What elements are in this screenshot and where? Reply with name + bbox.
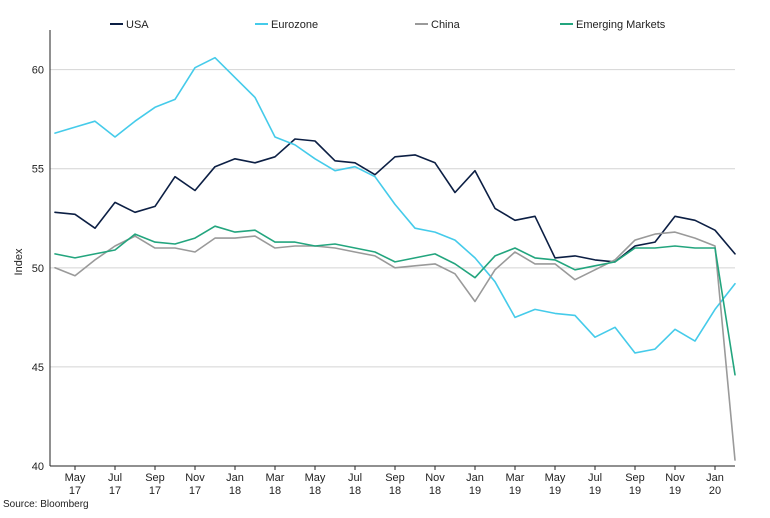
- x-tick-label-year: 18: [229, 485, 241, 497]
- x-tick-label-year: 18: [309, 485, 321, 497]
- x-tick-label-year: 19: [549, 485, 561, 497]
- x-tick-label: Nov: [425, 472, 445, 484]
- source-note: Source: Bloomberg: [3, 499, 89, 510]
- x-tick-label: Jan: [226, 472, 244, 484]
- x-tick-label-year: 17: [149, 485, 161, 497]
- x-tick-label-year: 19: [669, 485, 681, 497]
- x-tick-label: Mar: [266, 472, 285, 484]
- x-tick-label: Sep: [145, 472, 165, 484]
- x-tick-label: Jan: [466, 472, 484, 484]
- x-tick-label-year: 19: [469, 485, 481, 497]
- x-tick-label-year: 19: [589, 485, 601, 497]
- x-tick-label: Jul: [348, 472, 362, 484]
- x-tick-label-year: 17: [69, 485, 81, 497]
- series-line-emerging-markets: [54, 225, 736, 376]
- legend-emerging-markets-label: Emerging Markets: [576, 19, 666, 31]
- x-tick-label: Jul: [588, 472, 602, 484]
- x-tick-label: Nov: [185, 472, 205, 484]
- x-tick-label: Sep: [625, 472, 645, 484]
- gridlines: [50, 69, 735, 368]
- y-tick-labels: 40 45 50 55 60: [32, 65, 44, 473]
- y-tick-label-60: 60: [32, 65, 44, 77]
- legend-eurozone-label: Eurozone: [271, 19, 318, 31]
- x-tick-label-year: 17: [109, 485, 121, 497]
- x-tick-label-year: 18: [349, 485, 361, 497]
- y-tick-label-45: 45: [32, 362, 44, 374]
- legend-china-label: China: [431, 19, 461, 31]
- x-tick-label: Jul: [108, 472, 122, 484]
- x-tick-label-year: 18: [269, 485, 281, 497]
- series-lines: [54, 56, 736, 461]
- x-tick-label-year: 20: [709, 485, 721, 497]
- x-tick-label: Sep: [385, 472, 405, 484]
- y-tick-label-50: 50: [32, 263, 44, 275]
- y-tick-label-55: 55: [32, 164, 44, 176]
- series-line-usa: [54, 138, 736, 263]
- y-tick-label-40: 40: [32, 461, 44, 473]
- x-tick-label-year: 19: [629, 485, 641, 497]
- x-tick-label-year: 18: [389, 485, 401, 497]
- x-tick-label: May: [65, 472, 86, 484]
- legend-usa-label: USA: [126, 19, 149, 31]
- x-tick-label-year: 17: [189, 485, 201, 497]
- axes: [49, 30, 735, 470]
- x-tick-label: Jan: [706, 472, 724, 484]
- x-tick-label-year: 19: [509, 485, 521, 497]
- y-axis-title: Index: [13, 248, 25, 275]
- x-tick-label: Nov: [665, 472, 685, 484]
- x-tick-labels: May17Jul17Sep17Nov17Jan18Mar18May18Jul18…: [65, 472, 724, 497]
- series-line-eurozone: [54, 56, 736, 354]
- x-tick-label: Mar: [506, 472, 525, 484]
- series-line-china: [54, 231, 736, 461]
- x-tick-label: May: [305, 472, 326, 484]
- x-tick-label-year: 18: [429, 485, 441, 497]
- legend: USA Eurozone China Emerging Markets: [110, 19, 666, 31]
- x-tick-label: May: [545, 472, 566, 484]
